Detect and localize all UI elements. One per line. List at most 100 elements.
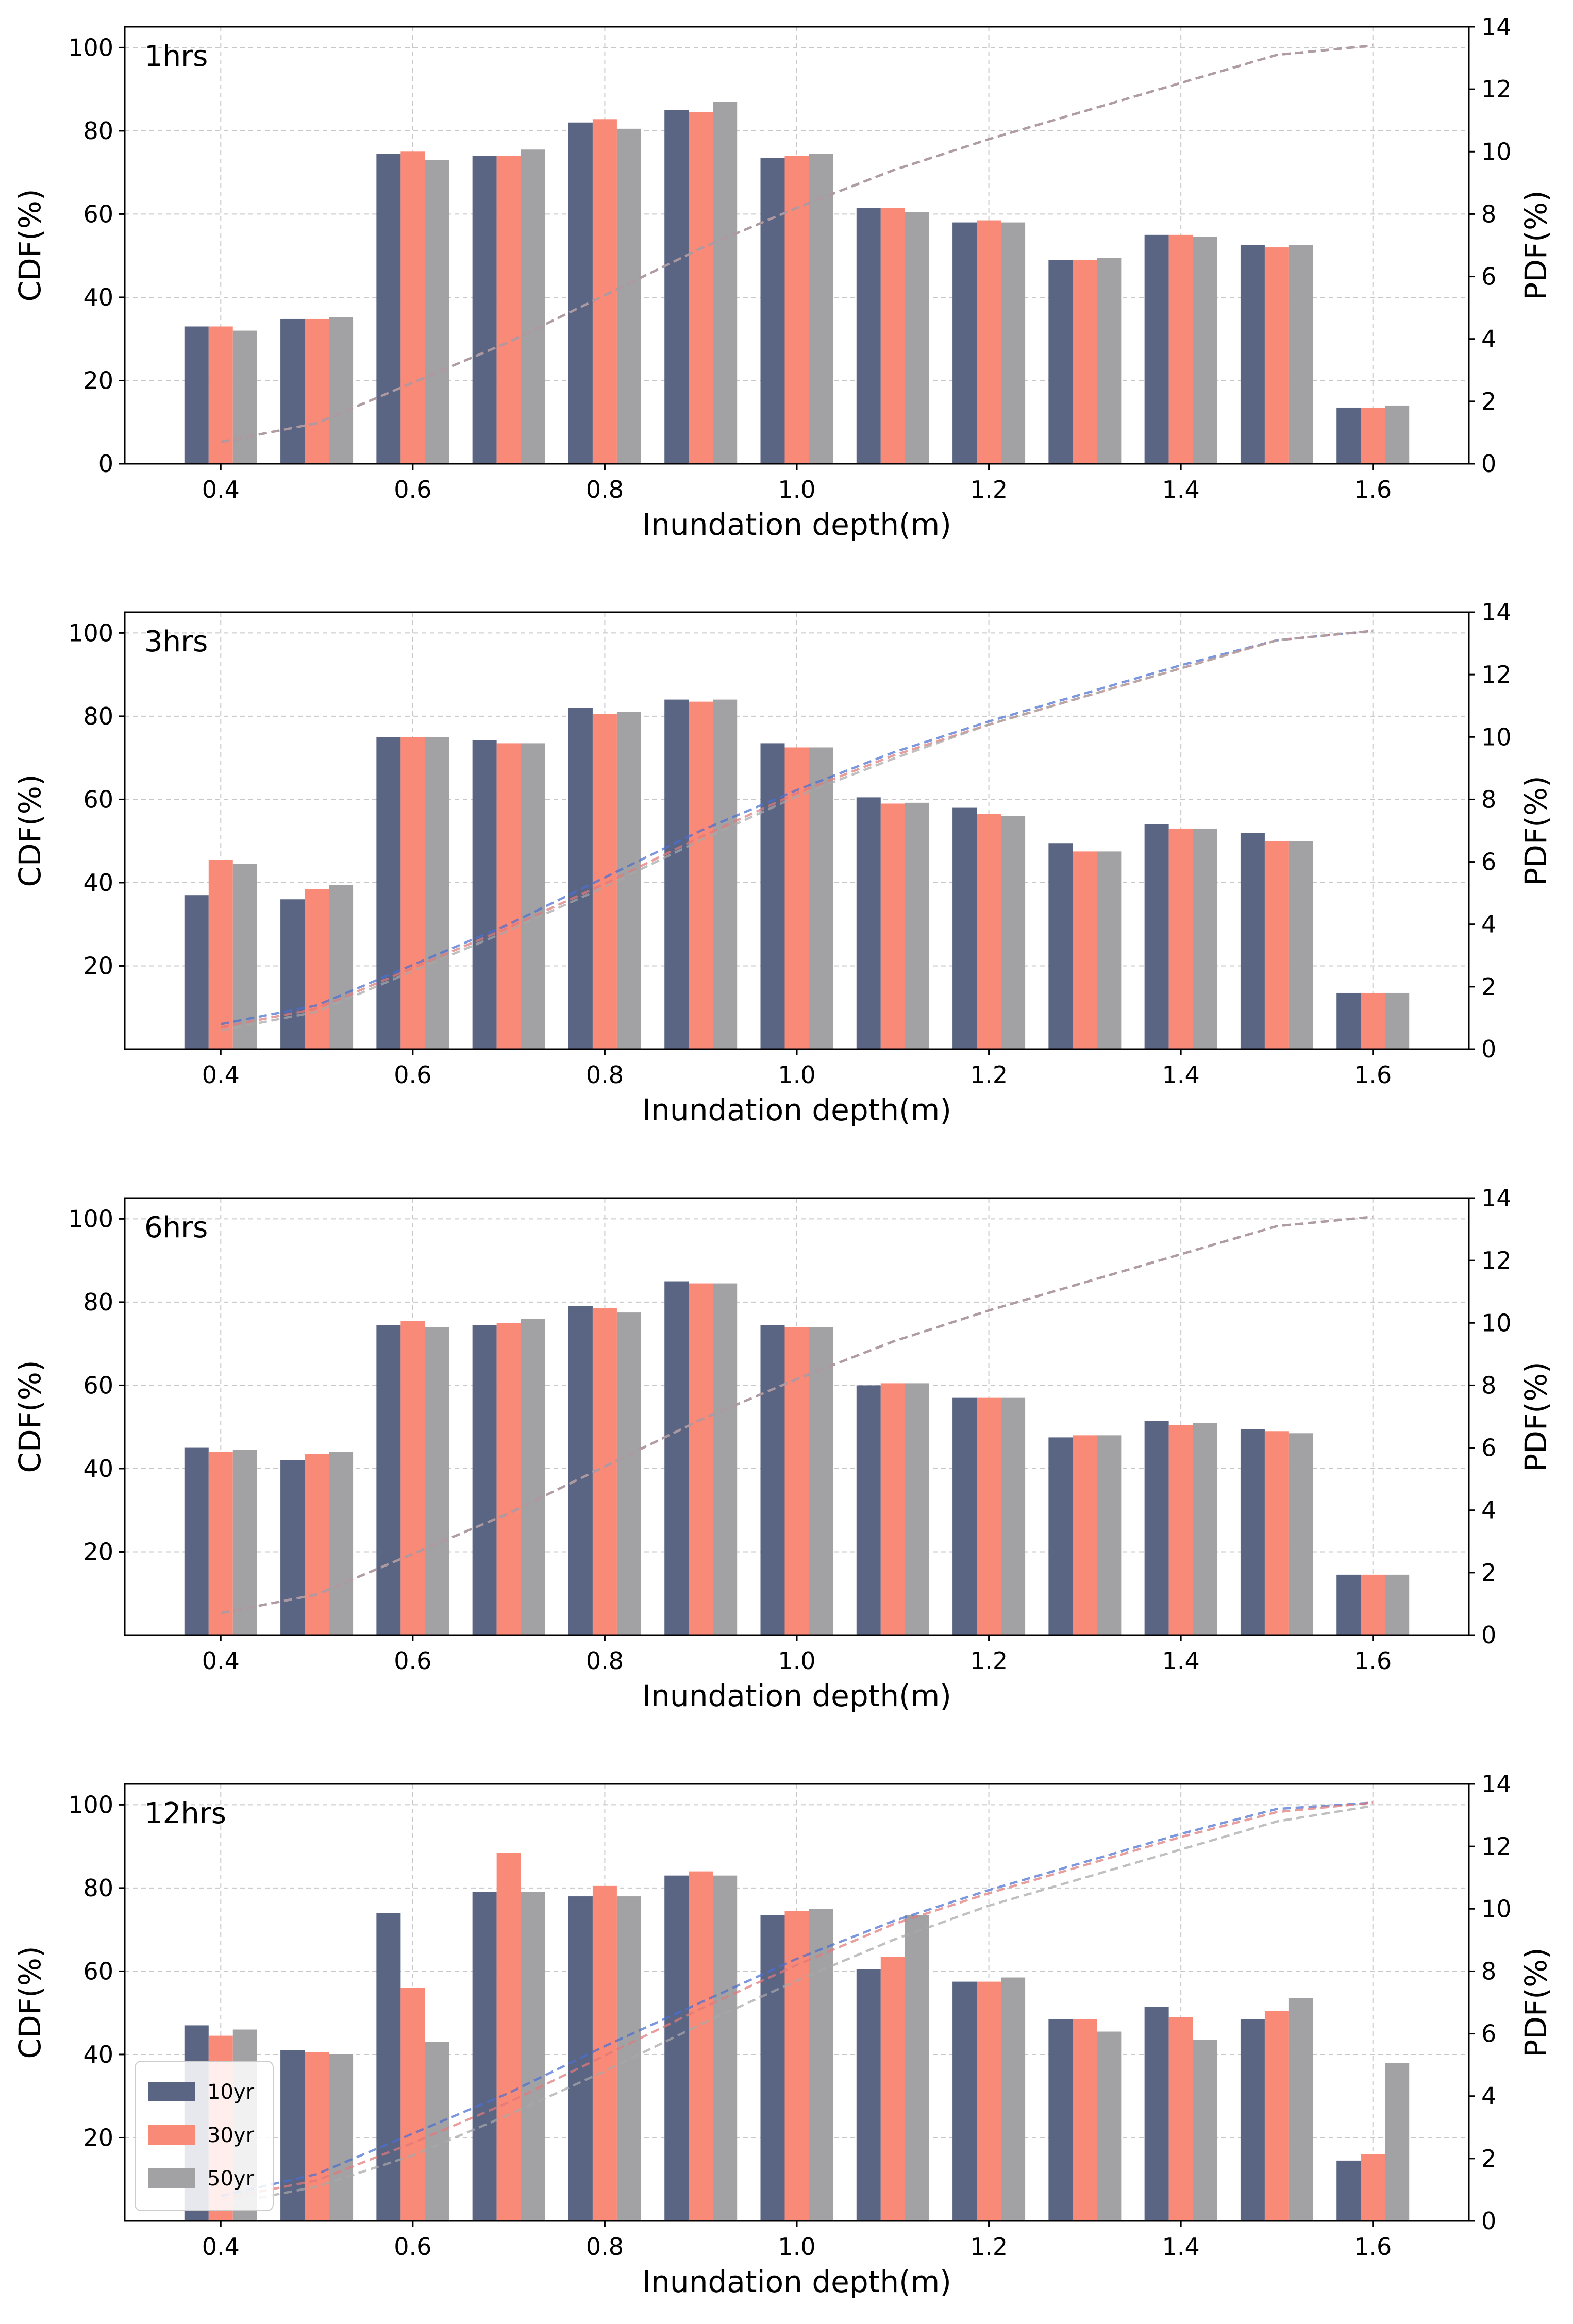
x-tick-label: 1.4: [1162, 1061, 1200, 1089]
y-right-tick-label: 6: [1481, 263, 1496, 291]
y-right-tick-label: 14: [1481, 1184, 1512, 1212]
y-right-tick-label: 6: [1481, 2020, 1496, 2048]
y-right-tick-label: 4: [1481, 1496, 1496, 1524]
y-right-tick-label: 2: [1481, 388, 1496, 415]
bar-30yr-1: [784, 747, 809, 1049]
bar-10yr-1.1: [856, 1385, 881, 1635]
bar-10yr-1.4: [1144, 1421, 1169, 1635]
y-right-tick-label: 10: [1481, 138, 1512, 165]
x-tick-label: 0.8: [586, 476, 624, 503]
bar-10yr-0.8: [568, 1306, 593, 1635]
y-right-tick-label: 14: [1481, 13, 1512, 41]
bar-10yr-0.6: [376, 737, 401, 1049]
bar-10yr-1.6: [1336, 407, 1361, 464]
bar-30yr-1.6: [1361, 1574, 1385, 1635]
pdf-line-50yr: [220, 630, 1373, 1032]
x-axis-label: Inundation depth(m): [642, 1678, 951, 1713]
bar-10yr-0.9: [664, 1281, 689, 1635]
bar-50yr-1.2: [1001, 222, 1026, 464]
y-tick-label: 40: [83, 869, 113, 897]
bar-50yr-1.1: [905, 802, 929, 1049]
bar-50yr-0.7: [521, 149, 545, 464]
bar-30yr-0.5: [305, 318, 329, 464]
bar-10yr-0.5: [280, 1460, 305, 1635]
x-axis-label: Inundation depth(m): [642, 507, 951, 542]
y-right-tick-label: 12: [1481, 75, 1512, 103]
x-tick-label: 0.8: [586, 1647, 624, 1675]
bar-30yr-1.3: [1073, 851, 1097, 1049]
y-right-axis-label: PDF(%): [1518, 190, 1553, 300]
bar-30yr-1: [784, 1911, 809, 2221]
x-tick-label: 0.6: [394, 1061, 431, 1089]
bar-30yr-0.9: [689, 701, 713, 1049]
bar-30yr-0.7: [496, 1853, 521, 2221]
bar-30yr-1: [784, 1327, 809, 1635]
bar-30yr-1.3: [1073, 1435, 1097, 1635]
y-axis-label: CDF(%): [12, 774, 47, 887]
x-tick-label: 1.0: [778, 476, 815, 503]
y-right-tick-label: 8: [1481, 1957, 1496, 1985]
bar-50yr-1.2: [1001, 1397, 1026, 1635]
y-tick-label: 60: [83, 1957, 113, 1985]
panel-12hrs: 20 40 60 80 100 0 2 4 6 8 10 12 14 0.4 0.6 0.8 1.0 1.2 1.4…: [12, 1770, 1553, 2299]
x-tick-label: 1.6: [1354, 2233, 1392, 2261]
y-tick-label: 40: [83, 2041, 113, 2068]
y-right-tick-label: 10: [1481, 723, 1512, 751]
y-right-tick-label: 14: [1481, 1770, 1512, 1798]
bar-10yr-1.4: [1144, 2007, 1169, 2221]
bar-50yr-0.7: [521, 743, 545, 1049]
x-tick-label: 0.4: [202, 2233, 240, 2261]
bar-30yr-1.4: [1168, 828, 1193, 1049]
x-tick-label: 0.8: [586, 1061, 624, 1089]
bar-30yr-0.5: [305, 1454, 329, 1635]
y-axis-label: CDF(%): [12, 189, 47, 302]
bar-10yr-1.2: [952, 1397, 977, 1635]
y-axis-label: CDF(%): [12, 1360, 47, 1473]
panel-6hrs: 20 40 60 80 100 0 2 4 6 8 10 12 14 0.4 0.6 0.8 1.0 1.2 1.4…: [12, 1184, 1553, 1713]
y-tick-label: 80: [83, 1874, 113, 1902]
bar-10yr-1: [760, 743, 785, 1049]
bar-50yr-1.6: [1385, 405, 1410, 464]
x-tick-label: 1.2: [970, 2233, 1008, 2261]
x-tick-label: 0.8: [586, 2233, 624, 2261]
bar-10yr-0.4: [184, 1447, 209, 1635]
bar-30yr-0.7: [496, 743, 521, 1049]
bar-50yr-1.2: [1001, 1977, 1026, 2221]
bar-50yr-1.5: [1288, 1998, 1313, 2221]
bar-50yr-1: [809, 747, 833, 1049]
bar-50yr-1.5: [1288, 1433, 1313, 1635]
bar-50yr-1.3: [1097, 851, 1122, 1049]
x-tick-label: 1.0: [778, 2233, 815, 2261]
bar-30yr-1.6: [1361, 2154, 1385, 2221]
y-tick-label: 100: [68, 33, 113, 61]
bar-30yr-0.7: [496, 156, 521, 464]
bar-30yr-1.1: [880, 1383, 905, 1635]
panel-3hrs: 20 40 60 80 100 0 2 4 6 8 10 12 14 0.4 0.6 0.8 1.0 1.2 1.4…: [12, 598, 1553, 1127]
pdf-line-10yr: [220, 1801, 1373, 2197]
bar-50yr-0.6: [425, 160, 449, 464]
x-tick-label: 1.6: [1354, 1061, 1392, 1089]
x-tick-label: 0.4: [202, 1647, 240, 1675]
bar-10yr-0.7: [472, 1892, 497, 2221]
y-right-tick-label: 8: [1481, 200, 1496, 228]
y-right-tick-label: 0: [1481, 1621, 1496, 1649]
x-tick-label: 1.0: [778, 1647, 815, 1675]
bar-30yr-0.6: [400, 737, 425, 1049]
bar-30yr-1.2: [977, 814, 1001, 1049]
y-right-tick-label: 8: [1481, 1371, 1496, 1399]
legend-swatch-10yr: [148, 2082, 195, 2101]
x-tick-label: 0.4: [202, 476, 240, 503]
bar-50yr-1.2: [1001, 816, 1026, 1049]
bar-10yr-1.5: [1240, 1429, 1265, 1635]
bar-10yr-1.4: [1144, 824, 1169, 1049]
bar-50yr-0.9: [713, 1875, 738, 2221]
y-tick-label: 0: [98, 450, 113, 478]
x-tick-label: 1.0: [778, 1061, 815, 1089]
bar-50yr-0.5: [329, 2054, 354, 2221]
legend-swatch-30yr: [148, 2125, 195, 2145]
y-tick-label: 100: [68, 619, 113, 647]
bar-50yr-1.4: [1193, 828, 1217, 1049]
bar-50yr-1.1: [905, 1383, 929, 1635]
bar-50yr-0.9: [713, 1283, 738, 1635]
